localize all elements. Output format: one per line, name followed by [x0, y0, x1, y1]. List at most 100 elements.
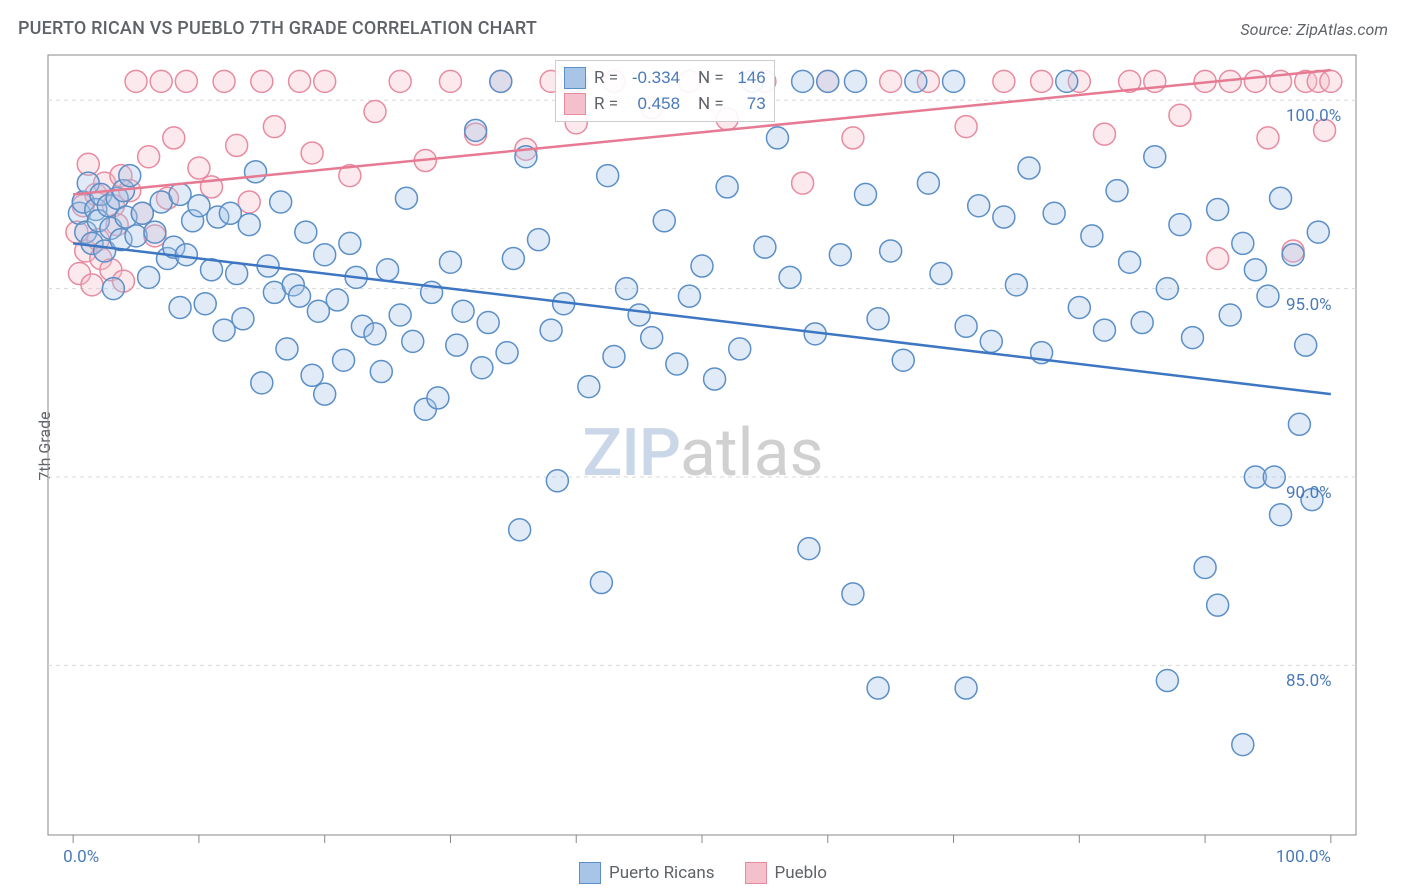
blue-point — [326, 289, 348, 311]
pink-point — [1207, 247, 1229, 269]
blue-point — [289, 285, 311, 307]
blue-point — [377, 259, 399, 281]
blue-point — [439, 251, 461, 273]
pink-point — [993, 70, 1015, 92]
blue-point — [1093, 319, 1115, 341]
blue-point — [616, 278, 638, 300]
blue-point — [1219, 304, 1241, 326]
blue-point — [314, 244, 336, 266]
y-tick-label: 95.0% — [1286, 295, 1332, 315]
x-tick-label: 0.0% — [63, 847, 99, 867]
blue-point — [427, 387, 449, 409]
pink-point — [81, 274, 103, 296]
blue-point — [641, 327, 663, 349]
pink-point — [125, 70, 147, 92]
blue-point — [1244, 259, 1266, 281]
pink-point — [226, 134, 248, 156]
pink-point — [213, 70, 235, 92]
blue-point — [1295, 334, 1317, 356]
blue-point — [194, 293, 216, 315]
blue-point — [653, 210, 675, 232]
blue-point — [1263, 466, 1285, 488]
stats-row-blue: R =-0.334N =146 — [564, 65, 766, 91]
blue-point — [955, 315, 977, 337]
blue-point — [301, 364, 323, 386]
blue-point — [364, 323, 386, 345]
blue-point — [917, 172, 939, 194]
blue-point — [1257, 285, 1279, 307]
blue-point — [1056, 70, 1078, 92]
blue-point — [993, 206, 1015, 228]
blue-point — [1207, 198, 1229, 220]
pink-point — [263, 116, 285, 138]
blue-point — [496, 342, 518, 364]
blue-point — [704, 368, 726, 390]
blue-point — [1156, 278, 1178, 300]
blue-point — [691, 255, 713, 277]
blue-point — [628, 304, 650, 326]
pink-point — [301, 142, 323, 164]
blue-point — [603, 345, 625, 367]
blue-point — [295, 221, 317, 243]
pink-point — [175, 70, 197, 92]
legend-label: Puerto Ricans — [609, 863, 715, 883]
blue-point — [867, 308, 889, 330]
blue-point — [1005, 274, 1027, 296]
blue-point — [666, 353, 688, 375]
blue-point — [1119, 251, 1141, 273]
pink-point — [138, 146, 160, 168]
blue-point — [779, 266, 801, 288]
blue-point — [590, 572, 612, 594]
blue-point — [1156, 670, 1178, 692]
blue-point — [144, 221, 166, 243]
blue-point — [1144, 146, 1166, 168]
stats-row-pink: R =0.458N =73 — [564, 91, 766, 117]
blue-point — [540, 319, 562, 341]
blue-point — [1169, 214, 1191, 236]
pink-point — [1244, 70, 1266, 92]
blue-point — [597, 165, 619, 187]
blue-point — [955, 677, 977, 699]
blue-point — [842, 583, 864, 605]
blue-point — [402, 330, 424, 352]
pink-point — [955, 116, 977, 138]
pink-point — [792, 172, 814, 194]
blue-point — [169, 296, 191, 318]
blue-point — [766, 127, 788, 149]
blue-point — [226, 263, 248, 285]
blue-point — [175, 244, 197, 266]
pink-point — [289, 70, 311, 92]
blue-point — [465, 119, 487, 141]
blue-point — [251, 372, 273, 394]
blue-point — [844, 70, 866, 92]
blue-point — [333, 349, 355, 371]
blue-point — [1068, 296, 1090, 318]
blue-point — [716, 176, 738, 198]
blue-point — [980, 330, 1002, 352]
blue-point — [754, 236, 776, 258]
pink-point — [1320, 70, 1342, 92]
blue-swatch — [564, 67, 586, 89]
blue-point — [1232, 734, 1254, 756]
blue-point — [792, 70, 814, 92]
pink-point — [1257, 127, 1279, 149]
blue-point — [729, 338, 751, 360]
legend-bottom: Puerto Ricans Pueblo — [579, 862, 827, 884]
pink-point — [314, 70, 336, 92]
y-tick-label: 100.0% — [1286, 106, 1341, 126]
blue-point — [1282, 244, 1304, 266]
legend-item-pink: Pueblo — [745, 862, 828, 884]
blue-point — [546, 470, 568, 492]
blue-point — [314, 383, 336, 405]
blue-point — [270, 191, 292, 213]
blue-point — [1307, 221, 1329, 243]
blue-point — [829, 244, 851, 266]
blue-point — [1207, 594, 1229, 616]
pink-point — [1093, 123, 1115, 145]
blue-point — [1182, 327, 1204, 349]
blue-point — [1018, 157, 1040, 179]
blue-point — [502, 247, 524, 269]
pink-point — [389, 70, 411, 92]
blue-point — [578, 376, 600, 398]
blue-point — [943, 70, 965, 92]
